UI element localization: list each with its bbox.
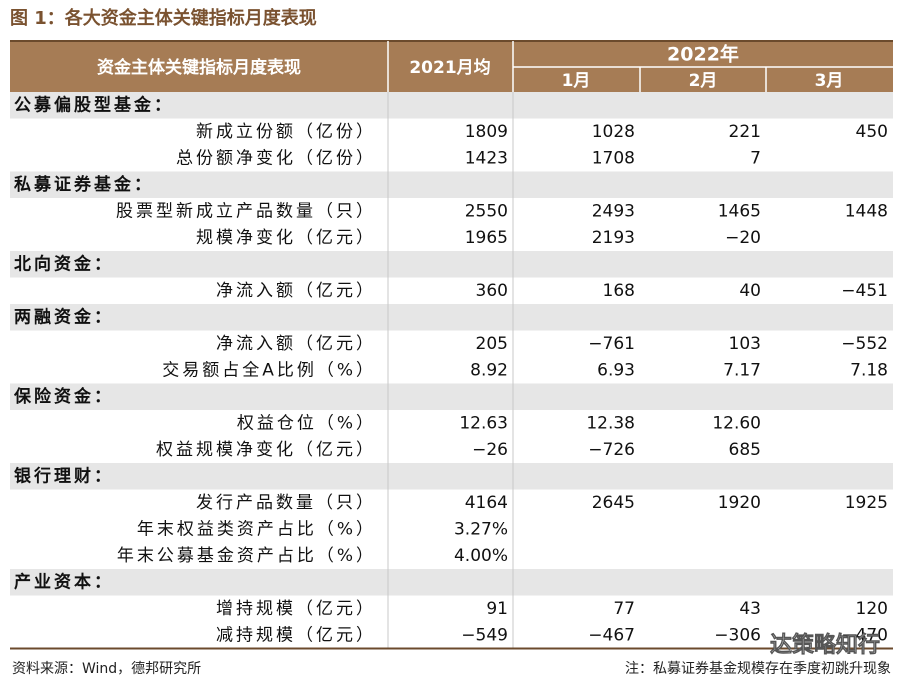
cell: 3.27% — [454, 519, 508, 539]
section-title: 两融资金： — [14, 306, 114, 327]
cell: 360 — [476, 281, 508, 301]
cell: 221 — [729, 122, 761, 142]
col-header: 资金主体关键指标月度表现 — [97, 57, 301, 78]
cell: −552 — [841, 334, 888, 354]
cell: 120 — [856, 599, 888, 619]
cell: −451 — [841, 281, 888, 301]
cell: 1423 — [465, 148, 508, 168]
cell: 1708 — [592, 148, 635, 168]
col-header: 3月 — [815, 71, 844, 91]
row-label: 净流入额（亿元） — [216, 334, 376, 354]
section-title: 保险资金： — [13, 386, 114, 407]
row-label: 总份额净变化（亿份） — [176, 148, 376, 168]
cell: −726 — [588, 440, 635, 460]
row-label: 权益规模净变化（亿元） — [156, 440, 376, 460]
row-label: 交易额占全A比例（%） — [162, 360, 376, 380]
cell: 2550 — [465, 201, 508, 221]
row-label: 年末公募基金资产占比（%） — [117, 546, 376, 566]
cell: 6.93 — [597, 360, 635, 380]
cell: 1920 — [718, 493, 761, 513]
cell: 2645 — [592, 493, 635, 513]
cell: 7 — [750, 148, 761, 168]
cell: 1925 — [845, 493, 888, 513]
row-label: 股票型新成立产品数量（只） — [116, 201, 376, 221]
cell: 43 — [739, 599, 761, 619]
cell: 103 — [729, 334, 761, 354]
row-label: 增持规模（亿元） — [216, 599, 376, 619]
note: 注：私募证券基金规模存在季度初跳升现象 — [625, 660, 891, 677]
section-bg — [10, 569, 893, 596]
row-label: 规模净变化（亿元） — [196, 228, 376, 248]
col-header: 2021月均 — [409, 57, 490, 78]
col-header: 2月 — [689, 71, 718, 91]
cell: 450 — [856, 122, 888, 142]
table-body: 公募偏股型基金： 新成立份额（亿份） 1809 1028 221 450 总份额净变化（亿份… — [10, 92, 893, 650]
cell: 12.60 — [712, 413, 761, 433]
section-bg — [10, 383, 893, 410]
cell: 205 — [476, 334, 508, 354]
cell: −26 — [472, 440, 508, 460]
section-title: 北向资金： — [14, 253, 114, 274]
section-bg — [10, 463, 893, 490]
row-label: 发行产品数量（只） — [196, 493, 376, 513]
cell: 1448 — [845, 201, 888, 221]
cell: 2493 — [592, 201, 635, 221]
section-title: 私募证券基金： — [14, 174, 154, 195]
cell: 7.18 — [850, 360, 888, 380]
cell: 8.92 — [470, 360, 508, 380]
cell: 685 — [729, 440, 761, 460]
cell: 12.38 — [586, 413, 635, 433]
figure-title: 图 1：各大资金主体关键指标月度表现 — [10, 7, 317, 29]
col-header: 2022年 — [667, 43, 739, 66]
cell: 91 — [486, 599, 508, 619]
cell: 168 — [603, 281, 635, 301]
row-label: 净流入额（亿元） — [216, 281, 376, 301]
cell: 1028 — [592, 122, 635, 142]
section-bg — [10, 92, 893, 119]
section-bg — [10, 251, 893, 278]
section-bg — [10, 304, 893, 331]
row-label: 权益仓位（%） — [237, 413, 376, 433]
cell: 7.17 — [723, 360, 761, 380]
cell: 4164 — [465, 493, 508, 513]
source: 资料来源：Wind，德邦研究所 — [12, 661, 201, 677]
cell: −20 — [725, 228, 761, 248]
cell: 2193 — [592, 228, 635, 248]
row-label: 新成立份额（亿份） — [196, 122, 376, 142]
section-title: 产业资本： — [14, 571, 114, 592]
section-title: 银行理财： — [14, 465, 114, 486]
cell: −549 — [461, 625, 508, 645]
cell: 4.00% — [454, 546, 508, 566]
section-bg — [10, 171, 893, 198]
cell: 77 — [613, 599, 635, 619]
cell: 1809 — [465, 122, 508, 142]
cell: −467 — [588, 625, 635, 645]
cell: −470 — [841, 625, 888, 645]
section-title: 公募偏股型基金： — [14, 94, 174, 115]
cell: 40 — [739, 281, 761, 301]
watermark: 达策略知行 — [770, 632, 880, 658]
cell: −761 — [588, 334, 635, 354]
cell: 1965 — [465, 228, 508, 248]
cell: 12.63 — [459, 413, 508, 433]
row-label: 减持规模（亿元） — [216, 625, 376, 645]
cell: 1465 — [718, 201, 761, 221]
col-header: 1月 — [562, 71, 591, 91]
cell: −306 — [714, 625, 761, 645]
row-label: 年末权益类资产占比（%） — [137, 519, 376, 539]
